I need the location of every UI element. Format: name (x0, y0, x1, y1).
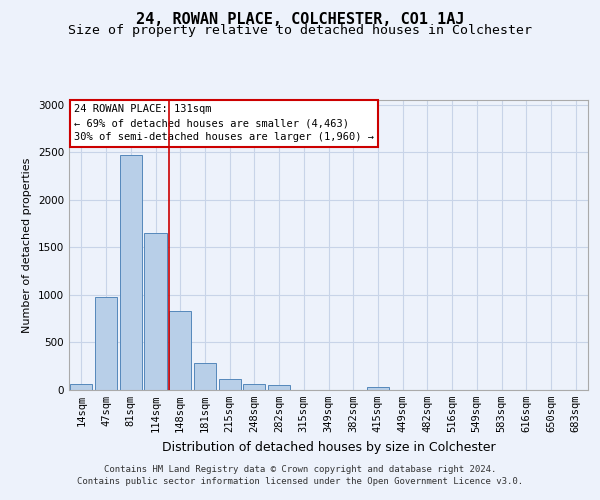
Bar (119, 154, 142, 390)
Text: 24, ROWAN PLACE, COLCHESTER, CO1 1AJ: 24, ROWAN PLACE, COLCHESTER, CO1 1AJ (136, 12, 464, 28)
Text: 24 ROWAN PLACE: 131sqm
← 69% of detached houses are smaller (4,463)
30% of semi-: 24 ROWAN PLACE: 131sqm ← 69% of detached… (74, 104, 374, 142)
Bar (145, 233, 167, 390)
X-axis label: Distribution of detached houses by size in Colchester: Distribution of detached houses by size … (161, 440, 496, 454)
Bar (243, 384, 265, 390)
Bar (268, 385, 290, 390)
Y-axis label: Number of detached properties: Number of detached properties (22, 158, 32, 332)
Bar (218, 378, 241, 390)
Bar (70, 384, 92, 390)
Bar (169, 311, 191, 390)
Bar (194, 363, 216, 390)
Text: Contains HM Land Registry data © Crown copyright and database right 2024.: Contains HM Land Registry data © Crown c… (104, 465, 496, 474)
Bar (367, 387, 389, 390)
Bar (95, 298, 117, 390)
Text: Contains public sector information licensed under the Open Government Licence v3: Contains public sector information licen… (77, 477, 523, 486)
Text: Size of property relative to detached houses in Colchester: Size of property relative to detached ho… (68, 24, 532, 37)
